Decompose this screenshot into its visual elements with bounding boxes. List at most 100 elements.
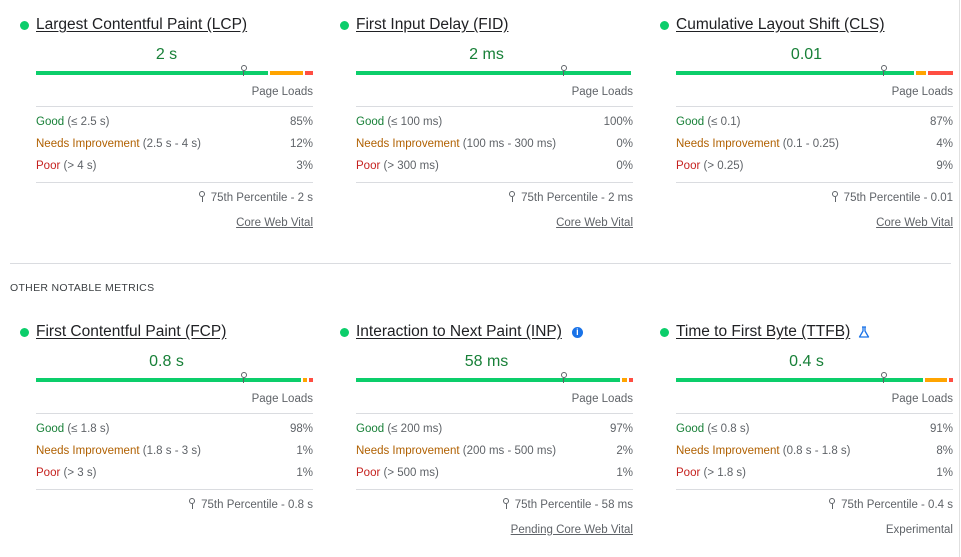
poor-label: Poor (36, 160, 61, 172)
distribution-row-needs-improvement: Needs Improvement (200 ms - 500 ms) 2% (356, 440, 633, 462)
metric-title-link[interactable]: Interaction to Next Paint (INP) (356, 323, 562, 340)
distribution-row-good: Good (≤ 0.1) 87% (676, 111, 953, 133)
status-dot-icon (660, 327, 669, 337)
core-web-vital-link[interactable]: Core Web Vital (876, 217, 953, 229)
page-loads-label: Page Loads (891, 393, 953, 405)
distribution-row-good: Good (≤ 100 ms) 100% (356, 111, 633, 133)
ni-percent: 12% (289, 138, 313, 150)
good-range: (≤ 2.5 s) (67, 116, 110, 128)
poor-range: (> 0.25) (703, 160, 744, 172)
divider (676, 182, 953, 183)
bar-track (356, 378, 634, 382)
ni-label: Needs Improvement (676, 138, 780, 150)
distribution-row-needs-improvement: Needs Improvement (0.1 - 0.25) 4% (676, 133, 953, 155)
ni-percent: 4% (936, 138, 953, 150)
status-dot-icon (660, 20, 669, 30)
experimental-label: Experimental (885, 524, 953, 536)
distribution-row-poor: Poor (> 300 ms) 0% (356, 155, 633, 177)
metric-header: Largest Contentful Paint (LCP) (20, 15, 313, 35)
bar-segment-good (356, 378, 620, 382)
good-label: Good (356, 423, 385, 435)
metric-header: First Input Delay (FID) (340, 15, 633, 35)
percentile-marker-icon (560, 372, 568, 384)
poor-label: Poor (356, 160, 381, 172)
distribution-row-poor: Poor (> 4 s) 3% (36, 155, 313, 177)
ni-range: (200 ms - 500 ms) (462, 445, 557, 457)
poor-label: Poor (36, 467, 61, 479)
metric-title-link[interactable]: Time to First Byte (TTFB) (676, 323, 851, 340)
metric-value: 2 s (155, 46, 178, 63)
distribution-row-good: Good (≤ 0.8 s) 91% (676, 418, 953, 440)
metric-header: Cumulative Layout Shift (CLS) (660, 15, 953, 35)
flask-icon[interactable] (858, 326, 870, 338)
poor-percent: 1% (936, 467, 953, 479)
bar-segment-needs-improvement (621, 378, 627, 382)
distribution-row-needs-improvement: Needs Improvement (1.8 s - 3 s) 1% (36, 440, 313, 462)
percentile-text: 75th Percentile - 0.01 (843, 192, 953, 204)
pending-core-web-vital-link[interactable]: Pending Core Web Vital (510, 524, 633, 536)
bar-segment-poor (948, 378, 953, 382)
page-loads-label: Page Loads (571, 393, 633, 405)
ni-range: (100 ms - 300 ms) (462, 138, 557, 150)
metric-value: 0.01 (790, 46, 823, 63)
divider (36, 413, 313, 414)
good-label: Good (676, 116, 705, 128)
bar-segment-poor (308, 378, 313, 382)
good-label: Good (36, 116, 65, 128)
metric-card-fid: First Input Delay (FID) 2 ms Page Loads … (340, 15, 633, 230)
poor-percent: 9% (936, 160, 953, 172)
bar-segment-good (676, 378, 924, 382)
status-dot-icon (340, 327, 349, 337)
divider (36, 106, 313, 107)
good-range: (≤ 200 ms) (387, 423, 443, 435)
metric-title-link[interactable]: First Contentful Paint (FCP) (36, 323, 227, 340)
divider (356, 182, 633, 183)
ni-range: (2.5 s - 4 s) (142, 138, 201, 150)
distribution-bar (676, 372, 953, 384)
divider (676, 489, 953, 490)
distribution-list: Good (≤ 0.8 s) 91% Needs Improvement (0.… (676, 414, 953, 484)
bar-track (676, 378, 953, 382)
percentile-row: 75th Percentile - 0.8 s (20, 498, 313, 512)
good-label: Good (36, 423, 65, 435)
good-range: (≤ 0.1) (707, 116, 741, 128)
distribution-row-needs-improvement: Needs Improvement (100 ms - 300 ms) 0% (356, 133, 633, 155)
bar-segment-good (36, 378, 301, 382)
metric-title-link[interactable]: First Input Delay (FID) (356, 16, 509, 33)
pin-icon (829, 498, 836, 509)
bar-segment-good (356, 71, 631, 75)
distribution-list: Good (≤ 0.1) 87% Needs Improvement (0.1 … (676, 107, 953, 177)
percentile-text: 75th Percentile - 0.8 s (201, 499, 313, 511)
bar-segment-needs-improvement (915, 71, 927, 75)
bar-segment-poor (304, 71, 313, 75)
pin-icon (509, 191, 516, 202)
poor-percent: 1% (616, 467, 633, 479)
good-percent: 97% (609, 423, 633, 435)
divider (676, 413, 953, 414)
poor-range: (> 3 s) (63, 467, 97, 479)
percentile-text: 75th Percentile - 0.4 s (841, 499, 953, 511)
metric-value: 58 ms (464, 353, 509, 370)
metric-card-fcp: First Contentful Paint (FCP) 0.8 s Page … (20, 322, 313, 537)
distribution-list: Good (≤ 1.8 s) 98% Needs Improvement (1.… (36, 414, 313, 484)
metric-title-link[interactable]: Largest Contentful Paint (LCP) (36, 16, 248, 33)
metric-value: 2 ms (469, 46, 504, 63)
ni-range: (1.8 s - 3 s) (142, 445, 201, 457)
info-icon[interactable]: i (571, 326, 583, 338)
bar-track (36, 378, 313, 382)
metric-header: Time to First Byte (TTFB) (660, 322, 953, 342)
metric-title-link[interactable]: Cumulative Layout Shift (CLS) (676, 16, 885, 33)
divider (676, 106, 953, 107)
percentile-marker-icon (880, 372, 888, 384)
page-loads-label: Page Loads (251, 86, 313, 98)
percentile-row: 75th Percentile - 0.01 (660, 191, 953, 205)
core-web-vital-link[interactable]: Core Web Vital (556, 217, 633, 229)
ni-percent: 0% (616, 138, 633, 150)
divider (36, 182, 313, 183)
poor-range: (> 500 ms) (383, 467, 439, 479)
metric-card-inp: Interaction to Next Paint (INP) i 58 ms … (340, 322, 634, 537)
bar-segment-poor (928, 71, 953, 75)
core-web-vital-link[interactable]: Core Web Vital (236, 217, 313, 229)
percentile-row: 75th Percentile - 2 ms (340, 191, 633, 205)
